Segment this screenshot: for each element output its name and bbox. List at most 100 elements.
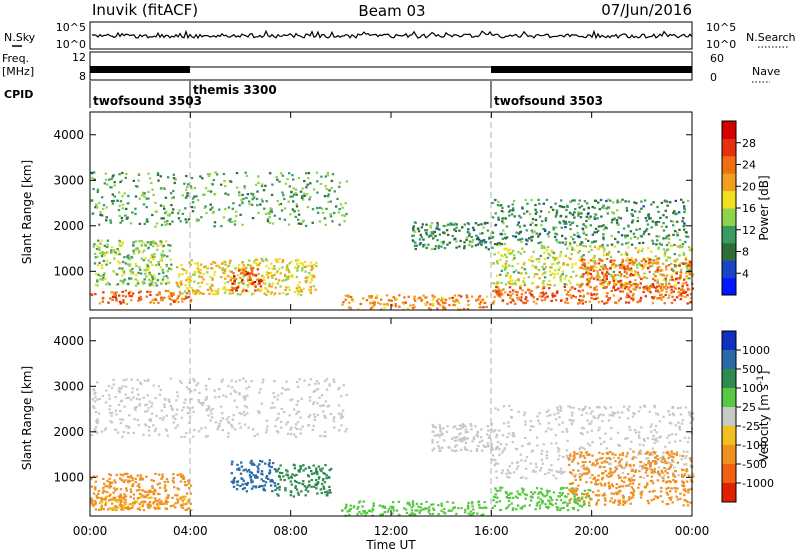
power-cell [231, 287, 235, 290]
power-cell [585, 268, 588, 271]
power-cell [134, 247, 138, 250]
power-cell [612, 277, 615, 280]
power-cell [551, 292, 555, 295]
velocity-cell [671, 406, 675, 409]
power-cell [114, 251, 117, 254]
velocity-cell [119, 497, 122, 500]
power-cell [578, 199, 581, 202]
power-cell [563, 285, 566, 288]
power-cell [491, 231, 495, 234]
power-cell [651, 220, 654, 223]
power-cell [161, 245, 164, 248]
power-cell [97, 239, 100, 242]
power-cell [357, 308, 360, 311]
power-cell [118, 294, 121, 297]
power-cell [105, 206, 108, 209]
velocity-cell [419, 509, 422, 512]
power-cell [455, 246, 458, 249]
velocity-cell [124, 498, 127, 501]
velocity-cell [102, 508, 105, 511]
power-cell [345, 212, 348, 216]
velocity-cell [112, 378, 115, 381]
velocity-cell [569, 452, 572, 455]
velocity-cell [524, 497, 527, 500]
power-cell [151, 299, 154, 302]
velocity-cell [625, 437, 628, 440]
power-cell [531, 218, 535, 221]
power-cell [519, 230, 523, 233]
velocity-cell [666, 436, 669, 439]
power-cell [670, 288, 673, 291]
velocity-cell [251, 428, 255, 431]
velocity-cell [607, 451, 611, 454]
power-cell [398, 305, 401, 308]
velocity-cell [617, 462, 621, 465]
power-cell [292, 187, 295, 190]
power-cell [520, 293, 524, 296]
power-cell [601, 281, 604, 284]
power-cell [190, 177, 194, 180]
power-cell [669, 201, 672, 204]
power-cell [99, 242, 102, 245]
velocity-cell [110, 414, 113, 417]
power-cell [477, 306, 481, 309]
velocity-cell [307, 480, 311, 483]
velocity-cell [176, 473, 179, 476]
velocity-cell [392, 509, 396, 512]
power-cell [581, 255, 584, 258]
power-cell [247, 279, 250, 282]
velocity-cell [458, 438, 461, 441]
velocity-cell [586, 431, 589, 434]
velocity-cell [463, 446, 467, 449]
velocity-cell [404, 508, 408, 511]
power-cell [455, 226, 458, 229]
power-cell [508, 286, 512, 289]
velocity-cell [521, 491, 524, 494]
power-cell [547, 235, 551, 238]
power-cell [587, 239, 590, 242]
power-cell [670, 267, 674, 270]
power-cell [292, 178, 295, 181]
power-cell [105, 219, 108, 222]
velocity-cell [676, 407, 680, 410]
power-cell [430, 222, 434, 225]
power-cell [390, 304, 394, 307]
velocity-cell [680, 473, 684, 476]
velocity-cell [662, 451, 665, 454]
power-cell [161, 250, 165, 253]
velocity-cell [632, 412, 635, 415]
power-cell [304, 276, 308, 279]
power-cell [552, 276, 556, 279]
velocity-cell [129, 488, 132, 491]
power-cell [630, 284, 633, 287]
velocity-cell [117, 495, 121, 498]
power-cell [467, 299, 470, 303]
power-cell [169, 292, 173, 295]
velocity-cell [618, 453, 622, 456]
velocity-cell [578, 504, 582, 507]
power-cell [211, 183, 214, 186]
velocity-cell [600, 484, 603, 487]
velocity-cell [436, 433, 440, 436]
power-cell [625, 207, 628, 210]
velocity-cell [458, 433, 461, 436]
velocity-cell [94, 426, 98, 429]
power-cell [100, 255, 104, 258]
power-cell [93, 178, 96, 181]
velocity-cell [561, 491, 564, 495]
velocity-cell [172, 415, 175, 418]
power-cell [118, 253, 121, 256]
velocity-cell [245, 406, 249, 409]
power-cell [535, 286, 538, 289]
velocity-cell [125, 487, 128, 490]
velocity-cell [144, 424, 148, 427]
velocity-cell [304, 467, 307, 470]
power-cell [597, 262, 601, 265]
power-cell [573, 211, 576, 214]
power-cell [95, 204, 98, 207]
velocity-cell [564, 501, 567, 504]
power-cell [185, 296, 188, 299]
power-cell [222, 287, 225, 290]
power-cell [571, 263, 574, 266]
velocity-cell [90, 497, 93, 500]
